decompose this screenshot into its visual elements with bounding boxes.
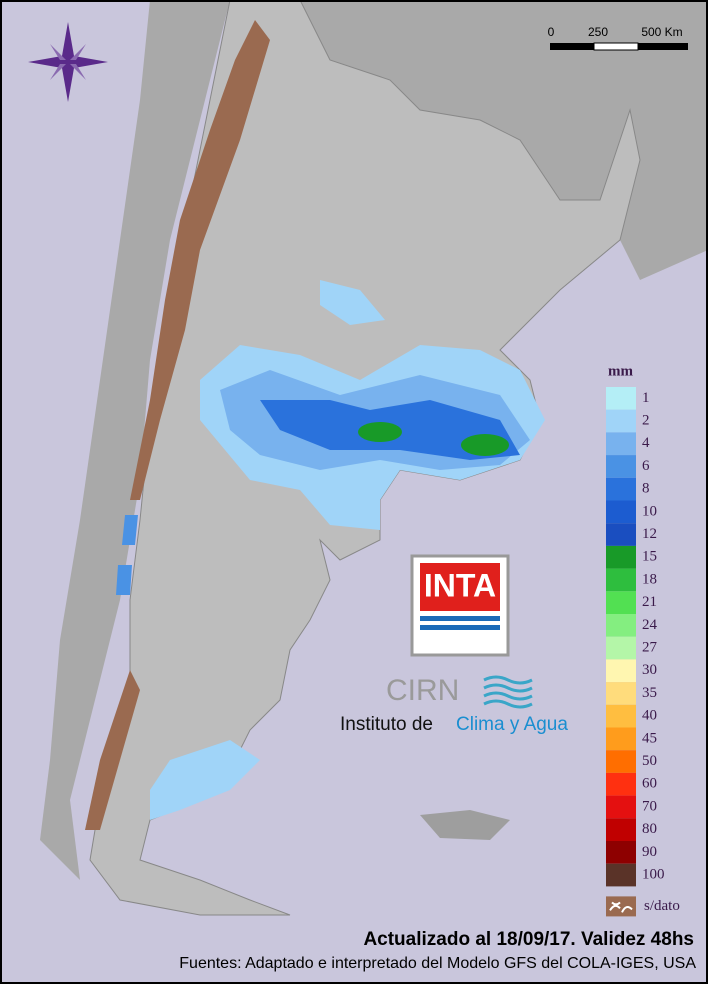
legend-label: 80	[642, 821, 657, 837]
legend-label: 10	[642, 503, 657, 519]
institute-highlight: Clima y Agua	[456, 714, 568, 735]
legend-swatch	[606, 818, 636, 841]
legend-label: 60	[642, 776, 657, 792]
legend-swatch	[606, 455, 636, 478]
legend-label: 45	[642, 730, 657, 746]
rain-area	[461, 434, 509, 456]
scale-label: 500 Km	[641, 25, 682, 39]
legend-label: 2	[642, 412, 650, 428]
legend-swatch	[606, 795, 636, 819]
legend-swatch-nodata	[606, 896, 636, 917]
inta-logo-red	[420, 563, 500, 611]
legend-swatch	[606, 682, 636, 705]
legend-label: 30	[642, 662, 657, 678]
legend-swatch	[606, 704, 636, 728]
scale-label: 250	[588, 25, 608, 39]
legend-swatch	[606, 591, 636, 614]
rain-area	[320, 280, 385, 325]
legend-label: 12	[642, 526, 657, 542]
chile	[40, 0, 230, 880]
legend-swatch	[606, 750, 636, 773]
compass-rose	[28, 22, 108, 102]
logo-stripe	[420, 616, 500, 621]
legend-label: 4	[642, 435, 650, 451]
footer-sources: Fuentes: Adaptado e interpretado del Mod…	[179, 955, 696, 972]
scale-bar	[638, 43, 688, 50]
inta-logo-text: INTA	[424, 567, 496, 603]
legend-swatch	[606, 568, 636, 592]
legend-label: 8	[642, 481, 650, 497]
cirn-text: CIRN	[386, 674, 459, 707]
legend-label: 6	[642, 458, 650, 474]
scale-bar	[550, 43, 594, 50]
legend-swatch	[606, 727, 636, 751]
neighbor-north	[150, 0, 708, 280]
legend-label: 50	[642, 753, 657, 769]
rain-area	[358, 422, 402, 442]
legend-swatch	[606, 545, 636, 569]
legend-swatch	[606, 841, 636, 864]
institute-text: Instituto de	[340, 714, 433, 735]
legend-label: 70	[642, 798, 657, 814]
legend-swatch	[606, 500, 636, 524]
no-data-area	[130, 20, 270, 500]
legend-label: 27	[642, 639, 658, 655]
scale-bar	[593, 42, 639, 51]
legend-swatch	[606, 772, 636, 796]
legend-label: 18	[642, 571, 657, 587]
legend-label: 40	[642, 708, 657, 724]
logo-stripe	[420, 625, 500, 630]
cirn-waves	[483, 675, 533, 709]
legend: 1246810121518212427303540455060708090100…	[606, 387, 680, 917]
legend-swatch	[606, 387, 636, 410]
legend-label: 24	[642, 617, 658, 633]
footer-updated: Actualizado al 18/09/17. Validez 48hs	[363, 929, 694, 950]
legend-label: 21	[642, 594, 657, 610]
legend-label: s/dato	[644, 898, 680, 914]
legend-swatch	[606, 659, 636, 683]
legend-label: 1	[642, 390, 650, 406]
legend-nodata-pattern	[609, 901, 633, 913]
legend-title: mm	[608, 363, 633, 379]
legend-label: 35	[642, 685, 657, 701]
legend-swatch	[606, 636, 636, 660]
legend-swatch	[606, 523, 636, 546]
legend-swatch	[606, 863, 636, 887]
no-data-area	[85, 670, 140, 830]
legend-swatch	[606, 614, 636, 637]
scale-label: 0	[548, 25, 555, 39]
legend-label: 15	[642, 549, 657, 565]
legend-label: 100	[642, 866, 665, 882]
legend-swatch	[606, 477, 636, 501]
legend-label: 90	[642, 844, 657, 860]
rain-area	[150, 740, 260, 820]
legend-swatch	[606, 432, 636, 456]
rain-area	[116, 515, 138, 595]
legend-swatch	[606, 409, 636, 433]
islands	[420, 810, 510, 840]
